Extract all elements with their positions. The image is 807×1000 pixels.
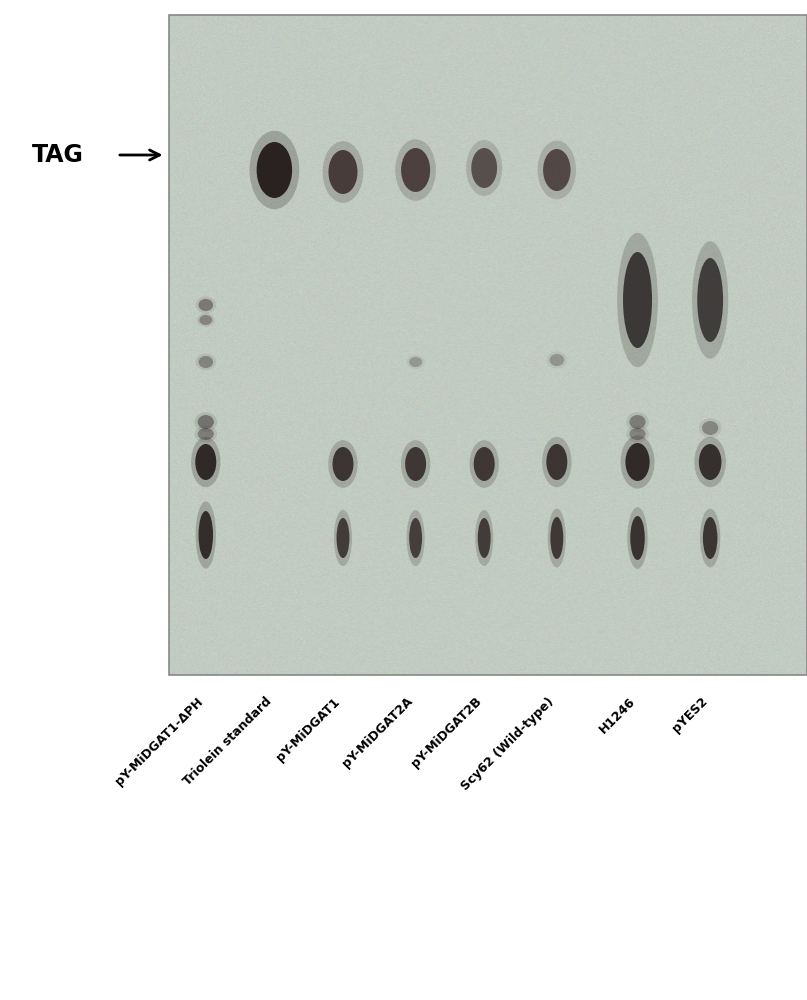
Ellipse shape: [703, 517, 717, 559]
Ellipse shape: [475, 510, 493, 566]
Ellipse shape: [548, 509, 566, 567]
Ellipse shape: [630, 516, 645, 560]
Ellipse shape: [409, 357, 422, 367]
Ellipse shape: [621, 435, 654, 489]
Text: pY-MiDGAT2B: pY-MiDGAT2B: [409, 695, 484, 770]
Ellipse shape: [543, 149, 571, 191]
Ellipse shape: [249, 131, 299, 209]
Ellipse shape: [409, 518, 422, 558]
Ellipse shape: [195, 354, 216, 370]
Ellipse shape: [629, 428, 646, 440]
Ellipse shape: [257, 142, 292, 198]
Ellipse shape: [191, 437, 220, 487]
Text: pY-MiDGAT1-ΔPH: pY-MiDGAT1-ΔPH: [113, 695, 206, 788]
Ellipse shape: [694, 437, 726, 487]
Ellipse shape: [470, 440, 499, 488]
Ellipse shape: [195, 444, 216, 480]
Ellipse shape: [407, 355, 424, 369]
Ellipse shape: [405, 447, 426, 481]
Ellipse shape: [478, 518, 491, 558]
Text: pYES2: pYES2: [670, 695, 710, 735]
Ellipse shape: [195, 501, 216, 569]
Ellipse shape: [471, 148, 497, 188]
Ellipse shape: [198, 415, 214, 429]
Ellipse shape: [625, 443, 650, 481]
Bar: [169, 15, 807, 675]
Ellipse shape: [626, 426, 649, 442]
Ellipse shape: [702, 421, 718, 435]
Ellipse shape: [546, 444, 567, 480]
Ellipse shape: [627, 507, 648, 569]
Ellipse shape: [334, 510, 352, 566]
Ellipse shape: [550, 354, 564, 366]
Ellipse shape: [626, 412, 649, 432]
Ellipse shape: [617, 233, 658, 367]
Ellipse shape: [692, 241, 728, 359]
Ellipse shape: [474, 447, 495, 481]
Ellipse shape: [550, 517, 563, 559]
Ellipse shape: [395, 139, 436, 201]
Ellipse shape: [407, 510, 424, 566]
Ellipse shape: [700, 509, 721, 567]
Ellipse shape: [199, 299, 213, 311]
Ellipse shape: [194, 412, 217, 432]
Ellipse shape: [697, 258, 723, 342]
Ellipse shape: [629, 415, 646, 429]
Text: H1246: H1246: [596, 695, 638, 736]
Text: Scy62 (Wild-type): Scy62 (Wild-type): [459, 695, 557, 793]
Ellipse shape: [199, 315, 212, 325]
Text: pY-MiDGAT1: pY-MiDGAT1: [274, 695, 343, 764]
Ellipse shape: [199, 511, 213, 559]
Text: TAG: TAG: [32, 143, 84, 167]
Ellipse shape: [194, 426, 217, 442]
Ellipse shape: [466, 140, 502, 196]
Text: Triolein standard: Triolein standard: [181, 695, 274, 788]
Ellipse shape: [537, 141, 576, 199]
Ellipse shape: [699, 444, 721, 480]
Ellipse shape: [401, 148, 430, 192]
Ellipse shape: [332, 447, 353, 481]
Ellipse shape: [328, 150, 358, 194]
Text: pY-MiDGAT2A: pY-MiDGAT2A: [340, 695, 416, 770]
Ellipse shape: [542, 437, 571, 487]
Ellipse shape: [199, 356, 213, 368]
Ellipse shape: [699, 418, 721, 438]
Ellipse shape: [546, 352, 567, 368]
Ellipse shape: [401, 440, 430, 488]
Ellipse shape: [323, 141, 363, 203]
Ellipse shape: [623, 252, 652, 348]
Ellipse shape: [195, 297, 216, 313]
Ellipse shape: [328, 440, 358, 488]
Ellipse shape: [197, 313, 215, 327]
Ellipse shape: [337, 518, 349, 558]
Ellipse shape: [198, 428, 214, 440]
